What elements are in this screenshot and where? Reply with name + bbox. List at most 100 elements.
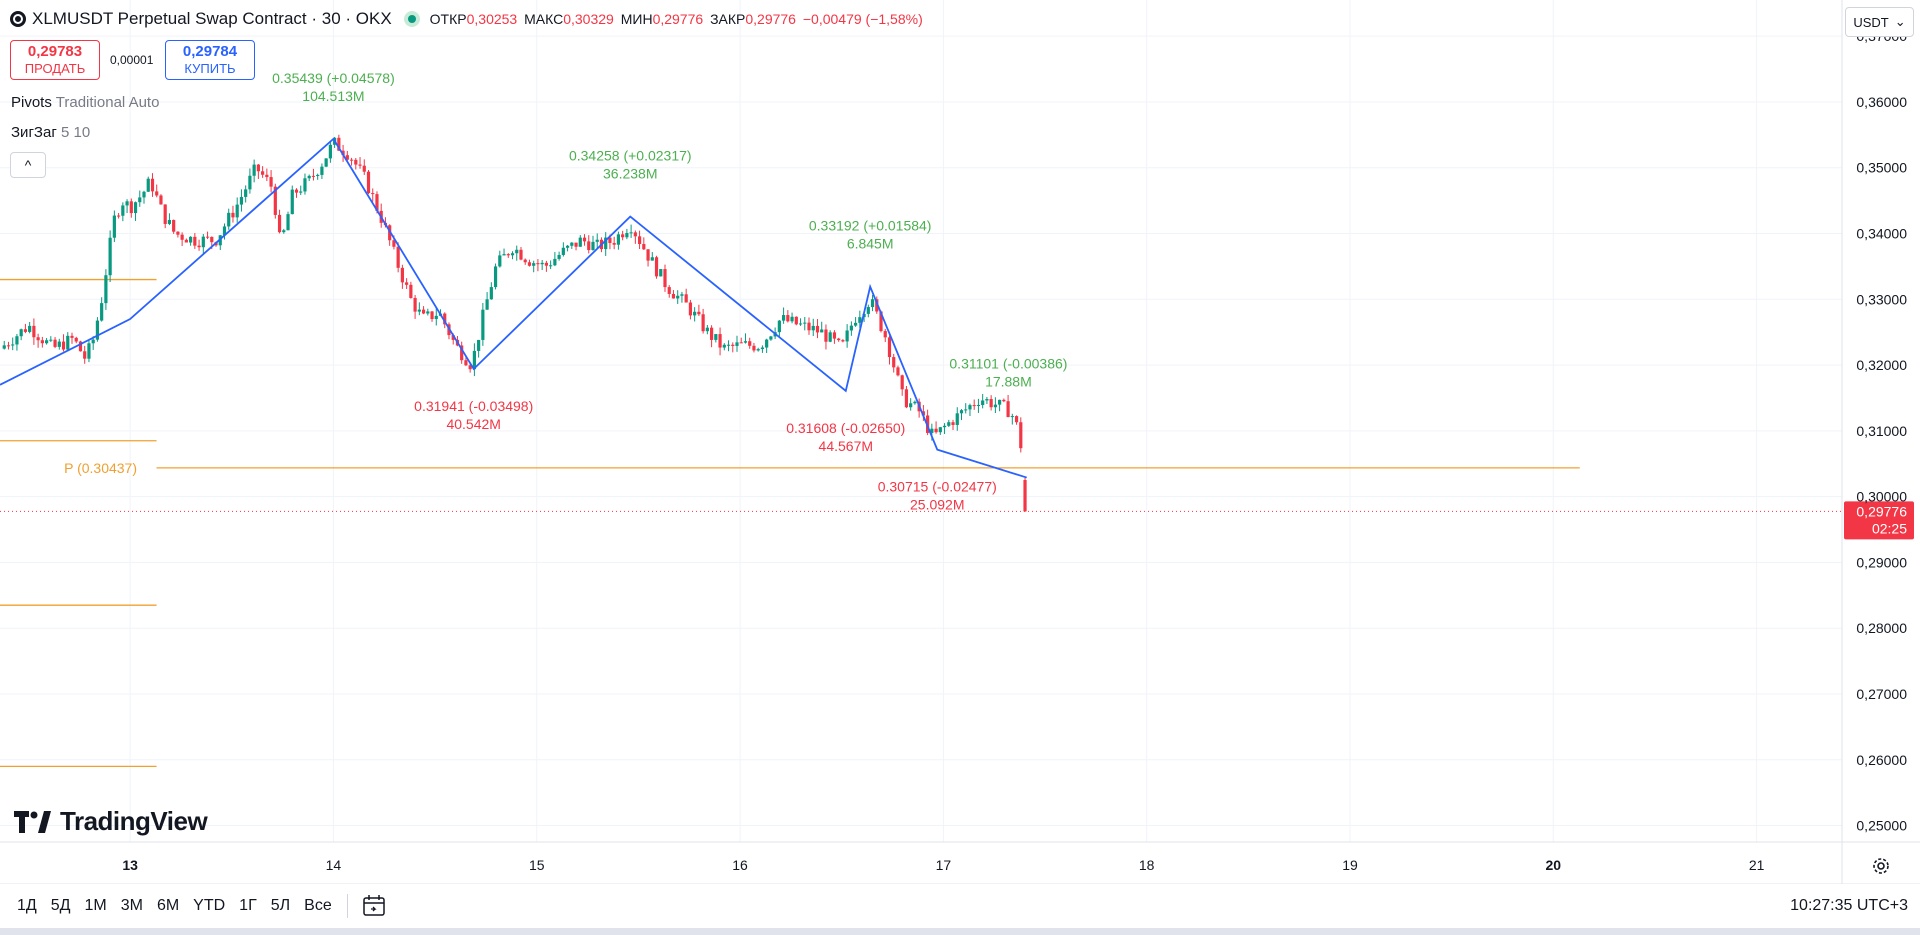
candle-body	[739, 342, 743, 344]
candle-body	[570, 242, 574, 246]
tradingview-logo[interactable]: TradingView	[14, 806, 208, 837]
candle-body	[540, 262, 544, 265]
candle-body	[375, 194, 379, 211]
clock-timezone[interactable]: 10:27:35 UTC+3	[1790, 897, 1908, 914]
candle-body	[193, 236, 197, 246]
candle-body	[1023, 480, 1027, 512]
candle-body	[489, 287, 493, 300]
y-tick-label: 0,25000	[1856, 818, 1907, 834]
candle-body	[316, 174, 320, 176]
candle-body	[845, 330, 849, 342]
chart-settings-button[interactable]	[1870, 855, 1892, 882]
candle-body	[854, 322, 858, 326]
buy-button[interactable]: 0,29784 КУПИТЬ	[165, 40, 255, 80]
candle-body	[244, 189, 248, 197]
candle-body	[553, 258, 557, 266]
candle-body	[112, 215, 116, 238]
y-tick-label: 0,28000	[1856, 620, 1907, 636]
candle-body	[646, 249, 650, 261]
high-label: МАКС	[524, 11, 564, 27]
candle-body	[875, 299, 879, 312]
candle-body	[430, 311, 434, 320]
high-value: 0,30329	[563, 11, 614, 27]
collapse-indicators-button[interactable]: ^	[10, 152, 46, 178]
candle-body	[633, 232, 637, 237]
candle-body	[1006, 401, 1010, 418]
zigzag-volume-label: 104.513M	[302, 88, 364, 104]
candle-body	[36, 337, 40, 341]
candle-body	[104, 275, 108, 304]
symbol-icon[interactable]	[10, 11, 26, 27]
candle-body	[998, 399, 1002, 405]
calendar-icon[interactable]	[362, 894, 388, 918]
time-axis[interactable]: 13 14 15 16 17 18 19 20 21	[122, 857, 1764, 873]
candle-body	[989, 399, 993, 408]
candle-body	[532, 263, 536, 266]
candle-body	[608, 237, 612, 243]
candle-body	[718, 334, 722, 348]
candle-body	[472, 350, 476, 370]
candle-body	[642, 244, 646, 250]
symbol-title[interactable]: XLMUSDT Perpetual Swap Contract · 30 · O…	[32, 9, 392, 28]
candle-body	[557, 254, 561, 259]
candle-body	[239, 196, 244, 205]
spread-value: 0,00001	[110, 53, 154, 67]
candle-body	[324, 158, 328, 167]
candle-body	[671, 293, 676, 299]
x-tick-label: 17	[936, 857, 952, 873]
candle-body	[934, 428, 938, 433]
candle-body	[769, 336, 773, 340]
zigzag-price-label: 0.35439 (+0.04578)	[272, 70, 395, 86]
candle-body	[896, 367, 900, 376]
y-tick-label: 0,34000	[1856, 226, 1907, 242]
buy-label: КУПИТЬ	[184, 61, 236, 76]
range-button[interactable]: 3М	[120, 897, 143, 914]
candle-body	[44, 340, 49, 344]
currency-label: USDT	[1853, 14, 1889, 30]
candle-body	[138, 197, 142, 203]
range-button[interactable]: 6М	[156, 897, 180, 914]
price-axis[interactable]: 0,370000,360000,350000,340000,330000,320…	[1856, 28, 1907, 833]
candle-body	[366, 171, 371, 194]
range-button[interactable]: 1Г	[239, 897, 257, 914]
candle-body	[654, 257, 659, 277]
candle-body	[307, 175, 311, 179]
range-button[interactable]: 5Л	[270, 897, 291, 914]
candle-body	[650, 257, 654, 261]
candle-body	[400, 267, 404, 283]
x-tick-label: 15	[529, 857, 545, 873]
candle-body	[294, 189, 299, 193]
low-value: 0,29776	[652, 11, 704, 27]
candle-body	[527, 262, 532, 266]
candle-body	[405, 282, 409, 285]
y-tick-label: 0,27000	[1856, 686, 1907, 702]
candle-body	[582, 237, 587, 242]
range-button[interactable]: 5Д	[50, 897, 71, 914]
candle-body	[659, 269, 663, 277]
candle-body	[159, 195, 163, 205]
range-button[interactable]: Все	[304, 897, 332, 914]
range-button[interactable]: 1Д	[17, 897, 37, 914]
candle-body	[701, 314, 705, 332]
candle-body	[676, 295, 680, 299]
candle-body	[714, 334, 718, 340]
candle-body	[261, 171, 265, 175]
range-button[interactable]: 1М	[84, 897, 107, 914]
sell-button[interactable]: 0,29783 ПРОДАТЬ	[10, 40, 100, 80]
currency-select[interactable]: USDT ⌄	[1845, 7, 1914, 37]
candle-body	[909, 403, 913, 408]
indicator-pivots[interactable]: Pivots Traditional Auto	[11, 94, 159, 111]
candle-body	[705, 327, 709, 332]
candle-body	[502, 254, 506, 256]
x-tick-label: 21	[1749, 857, 1765, 873]
range-button[interactable]: YTD	[193, 897, 226, 914]
candle-body	[621, 234, 625, 238]
zigzag-name: ЗигЗаг	[11, 124, 57, 141]
candle-body	[273, 186, 277, 215]
candle-body	[371, 193, 375, 195]
tradingview-wordmark: TradingView	[60, 806, 208, 836]
candle-body	[629, 232, 633, 234]
indicator-zigzag[interactable]: ЗигЗаг 5 10	[11, 124, 90, 141]
